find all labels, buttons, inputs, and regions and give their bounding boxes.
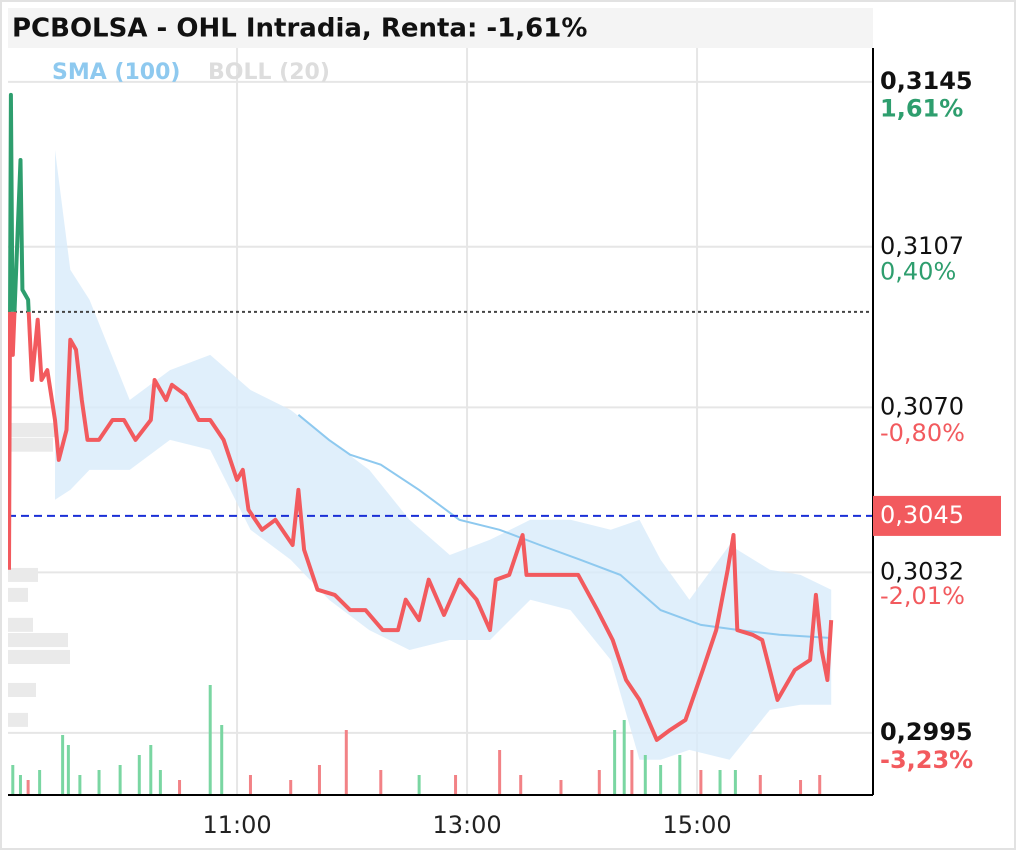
volume-bar <box>630 750 634 795</box>
volume-bar <box>248 775 252 795</box>
volume-bar <box>289 780 293 795</box>
x-tick-label: 15:00 <box>662 811 731 839</box>
volume-bar <box>137 755 141 795</box>
last-price-tag <box>873 495 1001 536</box>
volume-bar <box>758 775 762 795</box>
volume-profile-bar <box>8 617 33 632</box>
y2-tick-label: 1,61% <box>880 95 963 123</box>
y-tick-label: 0,3032 <box>880 557 964 585</box>
volume-bar <box>18 775 22 795</box>
volume-bar <box>66 745 70 795</box>
bollinger-band <box>55 150 832 760</box>
volume-bar <box>26 780 30 795</box>
volume-bar <box>519 775 523 795</box>
volume-profile-bar <box>8 567 38 582</box>
volume-bar <box>454 775 458 795</box>
volume-bar <box>733 770 737 795</box>
volume-bar <box>818 775 822 795</box>
volume-bar <box>622 720 626 795</box>
x-tick-label: 13:00 <box>432 811 501 839</box>
volume-bar <box>498 750 502 795</box>
volume-bar <box>799 780 803 795</box>
price-group <box>8 92 834 742</box>
volume-bar <box>178 780 182 795</box>
volume-bar <box>379 770 383 795</box>
volume-bar <box>699 770 703 795</box>
y-tick-label: 0,3070 <box>880 392 964 420</box>
volume-bar <box>11 765 15 795</box>
volume-bar <box>659 765 663 795</box>
volume-profile-bar <box>8 422 58 437</box>
volume-bar <box>678 755 682 795</box>
y2-tick-label: -2,01% <box>880 582 965 610</box>
volume-profile-bar <box>8 437 53 452</box>
volume-bar <box>417 775 421 795</box>
volume-bar <box>317 765 321 795</box>
volume-bar <box>220 725 224 795</box>
volume-profile-bar <box>8 587 28 602</box>
y-tick-label: 0,2995 <box>880 718 973 746</box>
price-line <box>8 311 834 742</box>
volume-profile-bar <box>8 682 36 697</box>
chart-title: PCBOLSA - OHL Intradia, Renta: -1,61% <box>12 14 587 44</box>
volume-bar <box>61 735 65 795</box>
legend-sma: SMA (100) <box>52 60 180 85</box>
volume-bar <box>344 730 348 795</box>
volume-bar <box>38 770 42 795</box>
volume-bar <box>643 755 647 795</box>
last-price-label: 0,3045 <box>880 501 964 529</box>
volume-profile-bar <box>8 649 70 664</box>
volume-bar <box>559 780 563 795</box>
volume-bar <box>118 765 122 795</box>
volume-profile-bar <box>8 712 28 727</box>
y2-tick-label: 0,40% <box>880 258 956 286</box>
volume-bar <box>597 770 601 795</box>
sma-line <box>297 414 830 639</box>
volume-bar <box>149 745 153 795</box>
volume-bar <box>158 770 162 795</box>
y-tick-label: 0,3107 <box>880 232 964 260</box>
volume-bar <box>613 730 617 795</box>
title-bar <box>8 8 873 48</box>
volume-bar <box>78 775 82 795</box>
volume-bar <box>97 770 101 795</box>
x-tick-label: 11:00 <box>202 811 271 839</box>
legend-boll: BOLL (20) <box>208 60 330 85</box>
volume-profile-bar <box>8 633 68 648</box>
y-tick-label: 0,3145 <box>880 67 973 95</box>
volume-bar <box>718 770 722 795</box>
y2-tick-label: -3,23% <box>880 746 973 774</box>
volume-bar <box>208 685 212 795</box>
y2-tick-label: -0,80% <box>880 419 965 447</box>
